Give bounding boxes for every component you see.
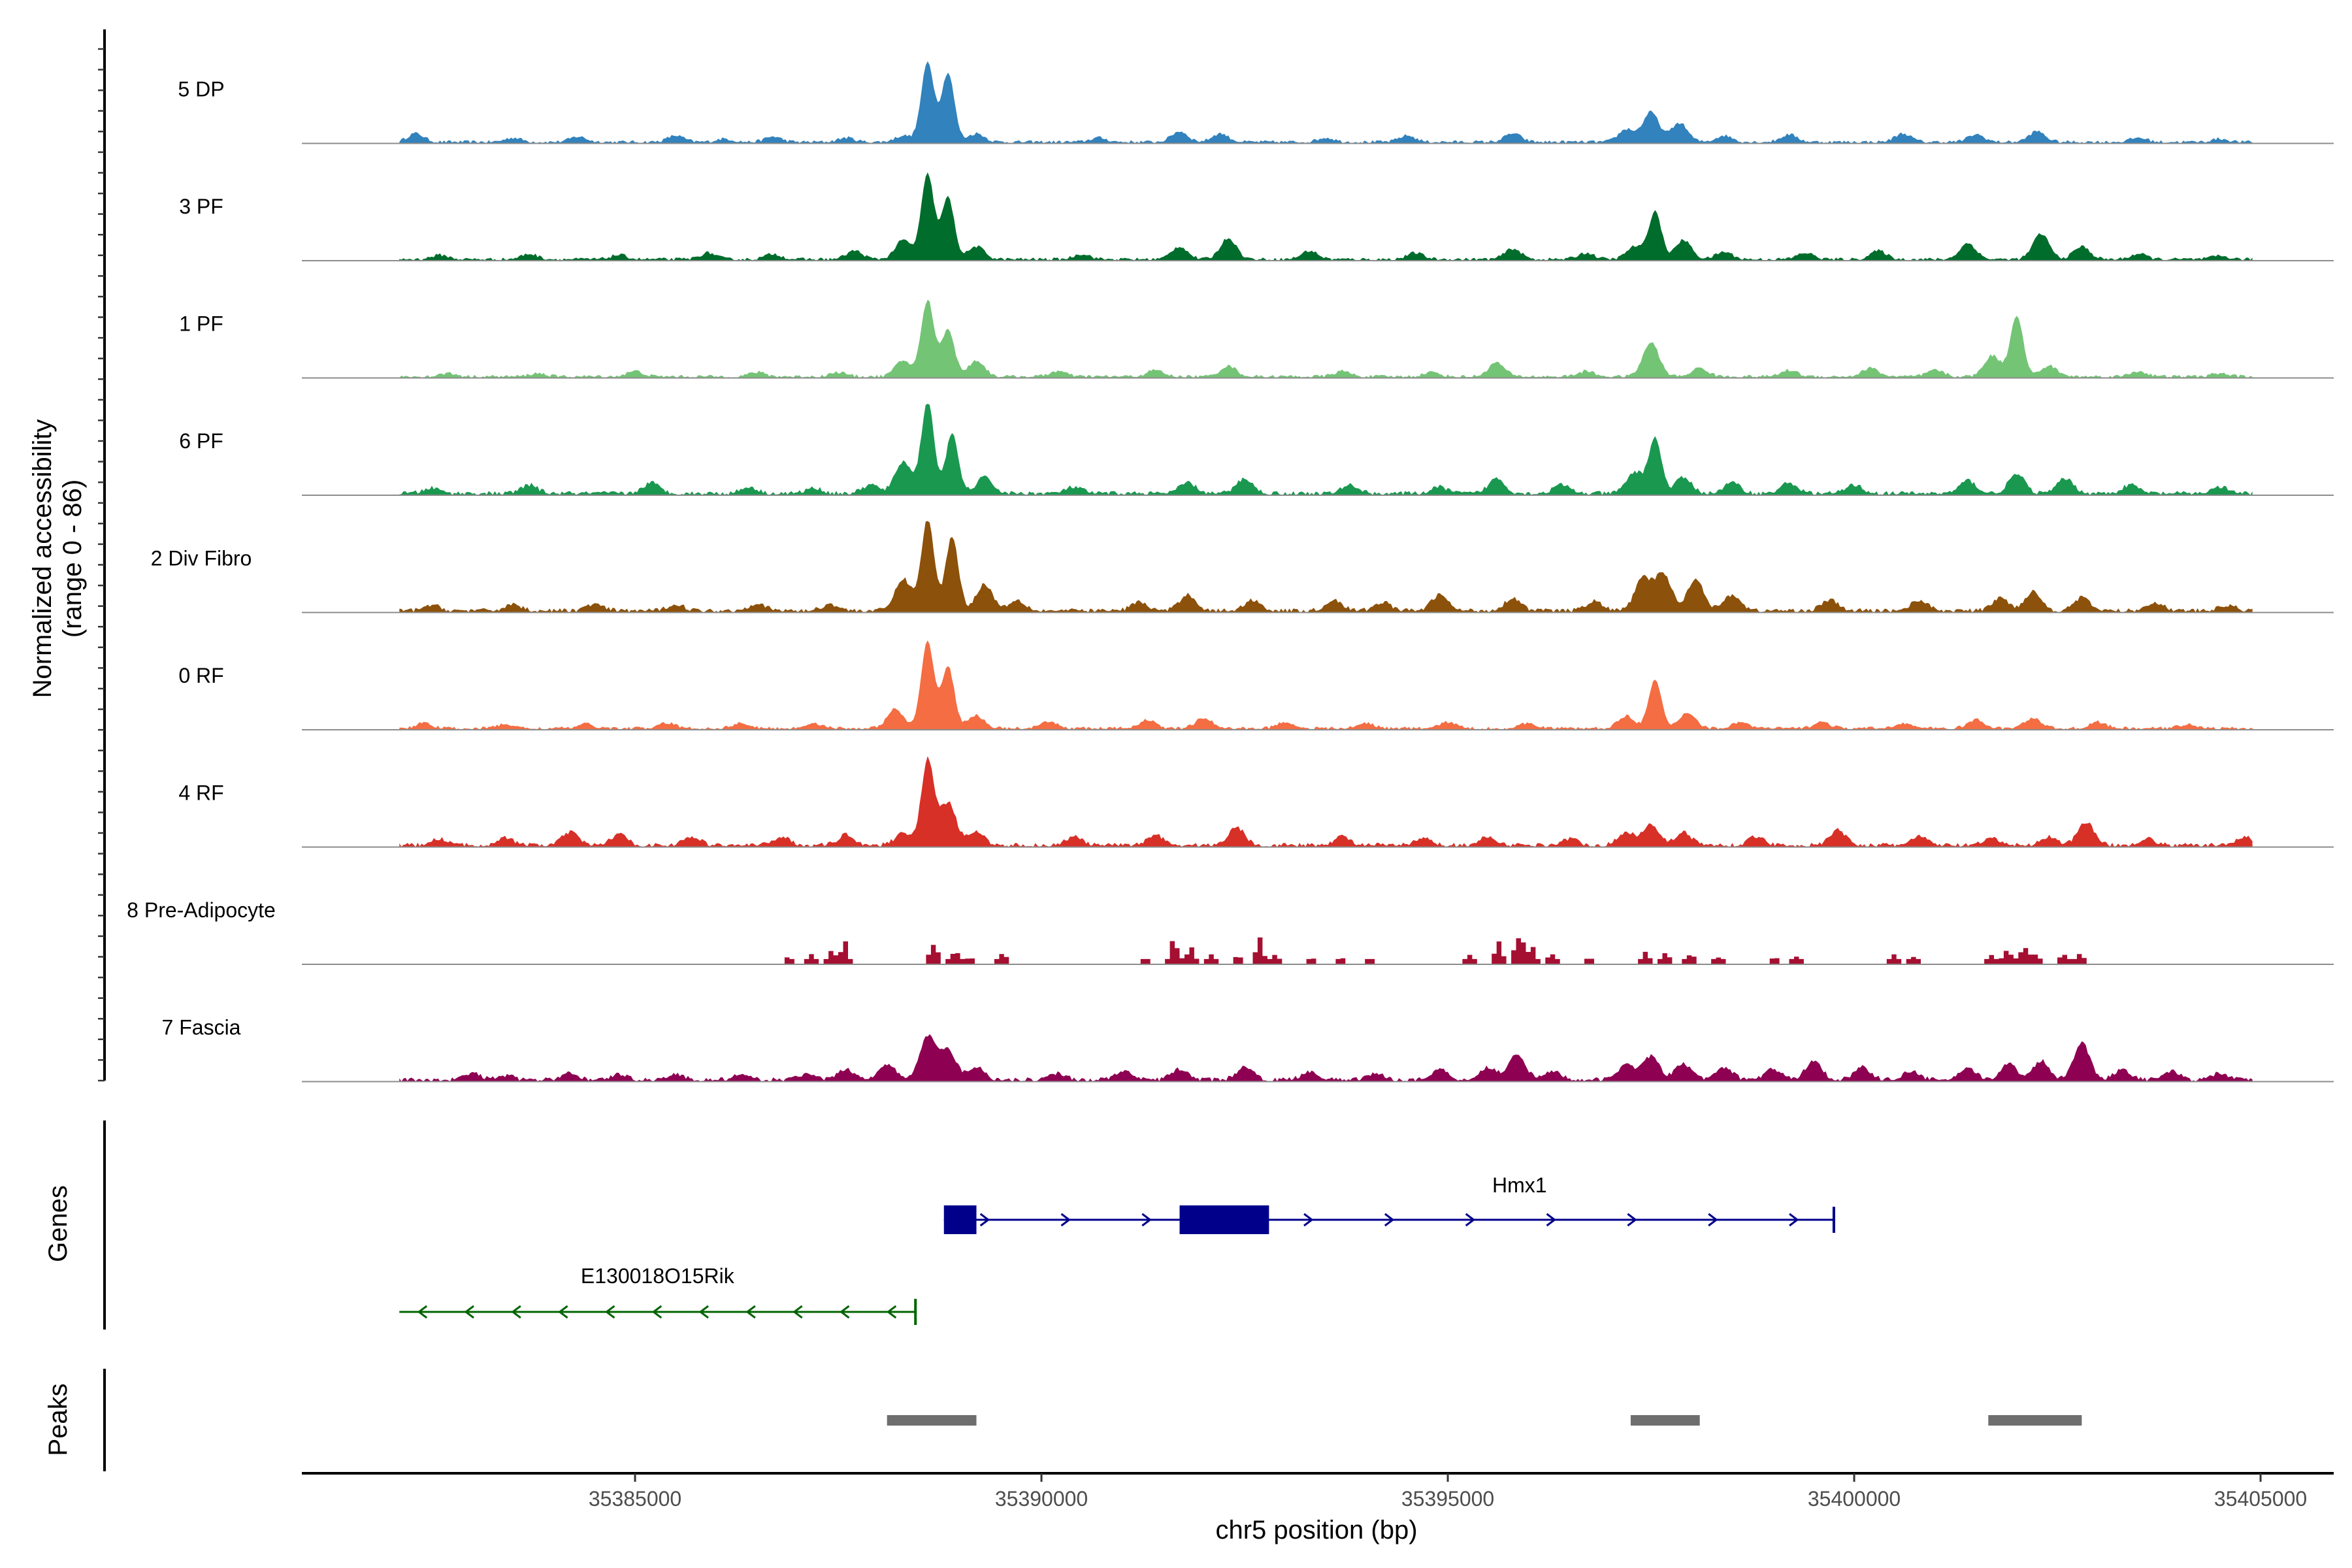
strand-arrow (1141, 1213, 1152, 1227)
strand-arrow (886, 1305, 897, 1319)
track-1-pf: 1 PF (179, 299, 2334, 379)
track-6-pf: 6 PF (179, 404, 2334, 496)
exon (1179, 1205, 1269, 1234)
y-axis-range: (range 0 - 86) (58, 480, 87, 638)
x-axis-title: chr5 position (bp) (1215, 1516, 1417, 1544)
track-label: 8 Pre-Adipocyte (127, 898, 276, 922)
x-tick-label: 35390000 (995, 1487, 1088, 1511)
strand-arrow (1465, 1213, 1476, 1227)
strand-arrow (1546, 1213, 1557, 1227)
track-label: 7 Fascia (162, 1016, 241, 1039)
gene-panel: Hmx1 E130018O15Rik (103, 1120, 1835, 1330)
coverage-tracks: 5 DP 3 PF 1 PF 6 PF 2 Div Fibro 0 RF 4 RF 8 Pre… (127, 61, 2334, 1083)
track-label: 5 DP (178, 78, 224, 101)
peaks-panel-label: Peaks (44, 1383, 73, 1456)
genes-panel-label: Genes (44, 1185, 73, 1262)
strand-arrow (1384, 1213, 1395, 1227)
track-label: 6 PF (179, 429, 223, 453)
strand-arrow (558, 1305, 568, 1319)
gene-e130018o15rik: E130018O15Rik (399, 1264, 917, 1325)
track-7-fascia: 7 Fascia (162, 1016, 2334, 1083)
strand-arrow (1627, 1213, 1637, 1227)
strand-arrow (1303, 1213, 1314, 1227)
strand-arrow (604, 1305, 615, 1319)
track-5-dp: 5 DP (178, 61, 2334, 144)
strand-arrow (979, 1213, 990, 1227)
y-axis (98, 29, 106, 1082)
coverage-area (399, 937, 2258, 964)
coverage-area (399, 756, 2253, 847)
gene-label: E130018O15Rik (581, 1264, 735, 1288)
peaks-panel (103, 1369, 2082, 1471)
coverage-area (399, 61, 2253, 144)
track-0-rf: 0 RF (178, 640, 2334, 730)
x-tick-label: 35395000 (1401, 1487, 1494, 1511)
track-label: 0 RF (178, 664, 223, 687)
strand-arrow (792, 1305, 803, 1319)
gene-label: Hmx1 (1492, 1173, 1547, 1197)
track-8-pre-adipocyte: 8 Pre-Adipocyte (127, 898, 2334, 965)
exon (943, 1205, 977, 1234)
strand-arrow (417, 1305, 428, 1319)
strand-arrow (698, 1305, 709, 1319)
strand-arrow (1708, 1213, 1718, 1227)
coverage-area (399, 172, 2253, 261)
coverage-area (399, 521, 2253, 613)
peak-region (1630, 1415, 1700, 1426)
track-label: 4 RF (178, 781, 223, 805)
track-label: 3 PF (179, 195, 223, 218)
coverage-area (399, 640, 2253, 730)
strand-arrow (840, 1305, 850, 1319)
track-4-rf: 4 RF (178, 756, 2334, 848)
peak-region (887, 1415, 977, 1426)
strand-arrow (651, 1305, 662, 1319)
x-axis: 35385000 35390000 35395000 35400000 35405000 (302, 1472, 2334, 1511)
x-tick-label: 35385000 (589, 1487, 681, 1511)
coverage-area (399, 404, 2253, 495)
x-tick-label: 35400000 (1808, 1487, 1901, 1511)
strand-arrow (745, 1305, 756, 1319)
strand-arrow (511, 1305, 521, 1319)
strand-arrow (464, 1305, 474, 1319)
track-label: 2 Div Fibro (151, 547, 252, 570)
x-tick-label: 35405000 (2214, 1487, 2307, 1511)
track-label: 1 PF (179, 312, 223, 336)
track-2-div-fibro: 2 Div Fibro (151, 521, 2334, 613)
gene-hmx1: Hmx1 (943, 1173, 1835, 1234)
strand-arrow (1789, 1213, 1799, 1227)
track-3-pf: 3 PF (179, 172, 2334, 261)
y-axis-title: Normalized accessibility (28, 419, 57, 698)
coverage-area (399, 1034, 2253, 1082)
strand-arrow (1060, 1213, 1071, 1227)
coverage-area (399, 299, 2253, 378)
peak-region (1988, 1415, 2082, 1426)
